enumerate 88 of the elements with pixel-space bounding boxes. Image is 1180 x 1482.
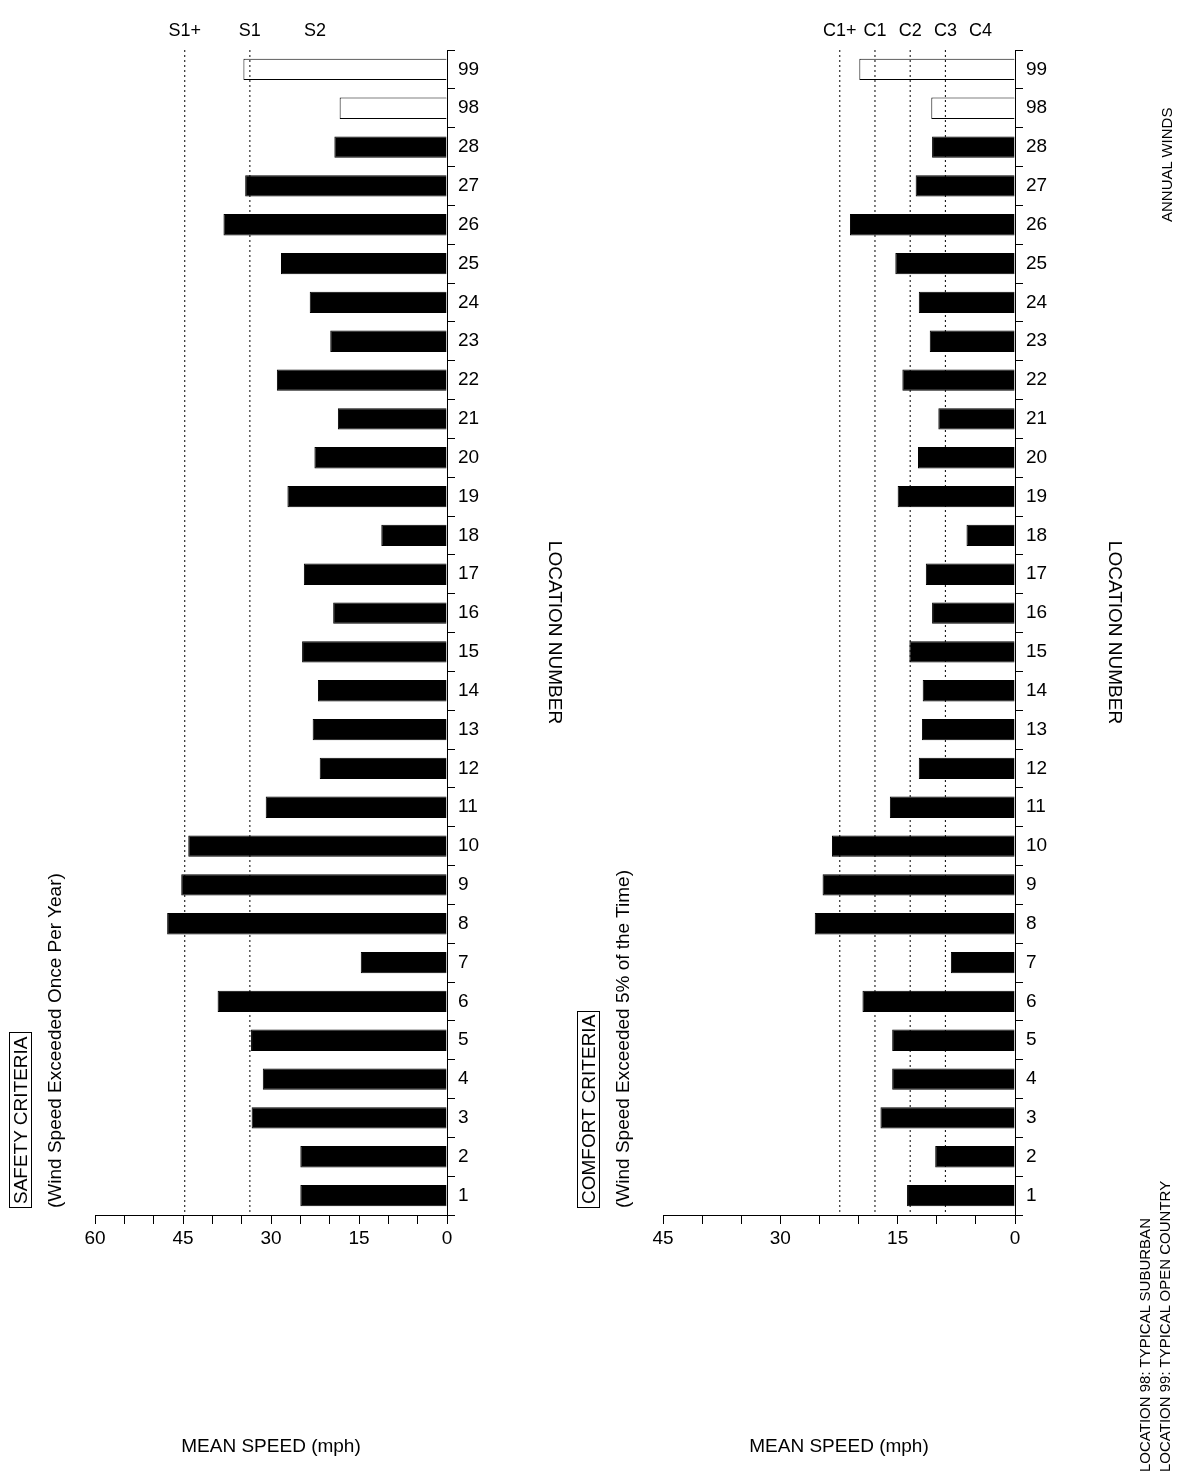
y-tick-label: 3 — [458, 1106, 469, 1128]
text: LOCATION 99: TYPICAL OPEN COUNTRY — [1156, 1180, 1174, 1472]
y-tick-label: 2 — [1026, 1144, 1037, 1166]
y-tick-label: 24 — [1026, 290, 1048, 312]
y-tick-label: 18 — [458, 523, 480, 545]
y-tick-label: 99 — [1026, 57, 1048, 79]
y-tick-label: 17 — [1026, 562, 1048, 584]
y-tick-label: 19 — [458, 484, 480, 506]
y-tick-label: 20 — [1026, 445, 1048, 467]
y-tick-label: 2 — [458, 1144, 469, 1166]
x-tick-label: 45 — [652, 1226, 674, 1248]
y-tick-label: 13 — [458, 717, 480, 739]
y-tick-label: 11 — [458, 795, 478, 817]
y-tick-label: 8 — [1026, 911, 1037, 933]
x-tick-label: 0 — [1009, 1226, 1021, 1248]
y-tick-label: 22 — [1026, 368, 1048, 390]
text: S2 — [303, 19, 327, 40]
y-tick-label: 98 — [458, 96, 480, 118]
y-tick-label: 15 — [458, 640, 480, 662]
y-tick-label: 12 — [458, 756, 480, 778]
ref-line-label: C2 — [898, 19, 922, 40]
y-tick-label: 20 — [458, 445, 480, 467]
y-tick-label: 14 — [458, 678, 480, 700]
y-tick-label: 24 — [458, 290, 480, 312]
y-tick-label: 9 — [1026, 873, 1037, 895]
y-tick-label: 18 — [1026, 523, 1048, 545]
y-tick-label: 27 — [458, 174, 480, 196]
y-tick-label: 4 — [458, 1067, 469, 1089]
y-tick-label: 7 — [1026, 950, 1037, 972]
y-tick-label: 23 — [458, 329, 480, 351]
y-tick-label: 10 — [458, 834, 480, 856]
y-axis-title: LOCATION NUMBER — [1105, 540, 1127, 725]
ref-line-label: C3 — [933, 19, 957, 40]
ref-line-label: S1 — [238, 19, 261, 40]
x-tick-label: 0 — [441, 1226, 453, 1248]
x-tick-label: 15 — [348, 1226, 370, 1248]
text: SAFETY CRITERIA — [9, 1032, 32, 1208]
y-tick-label: 21 — [1026, 407, 1048, 429]
y-tick-label: 26 — [1026, 212, 1048, 234]
y-tick-label: 15 — [1026, 640, 1048, 662]
y-tick-label: 5 — [458, 1028, 469, 1050]
y-tick-label: 9 — [458, 873, 469, 895]
y-tick-label: 16 — [458, 601, 480, 623]
y-tick-label: 19 — [1026, 484, 1048, 506]
y-axis-title: LOCATION NUMBER — [545, 540, 567, 725]
y-tick-label: 99 — [458, 57, 480, 79]
x-tick-label: 30 — [260, 1226, 282, 1248]
y-tick-label: 1 — [458, 1183, 469, 1205]
text: LOCATION 98: TYPICAL SUBURBAN — [1136, 1218, 1154, 1472]
y-tick-label: 6 — [1026, 989, 1037, 1011]
y-tick-label: 4 — [1026, 1067, 1037, 1089]
ref-line-label: C1+ — [823, 19, 857, 40]
y-tick-label: 13 — [1026, 717, 1048, 739]
x-tick-label: 45 — [172, 1226, 194, 1248]
x-tick-label: 30 — [769, 1226, 791, 1248]
y-tick-label: 28 — [458, 135, 480, 157]
y-tick-label: 16 — [1026, 601, 1048, 623]
x-tick-label: 15 — [887, 1226, 909, 1248]
y-tick-label: 6 — [458, 989, 469, 1011]
y-tick-label: 14 — [1026, 678, 1048, 700]
text: COMFORT CRITERIA — [577, 1010, 600, 1208]
y-tick-label: 7 — [458, 950, 469, 972]
y-tick-label: 3 — [1026, 1106, 1037, 1128]
y-tick-label: 17 — [458, 562, 480, 584]
x-tick-label: 60 — [84, 1226, 106, 1248]
y-tick-label: 11 — [1026, 795, 1046, 817]
ref-line-label: S1+ — [168, 19, 202, 40]
y-tick-label: 1 — [1026, 1183, 1037, 1205]
y-tick-label: 98 — [1026, 96, 1048, 118]
y-tick-label: 8 — [458, 911, 469, 933]
text: (Wind Speed Exceeded 5% of the Time) — [612, 870, 634, 1208]
y-tick-label: 22 — [458, 368, 480, 390]
y-tick-label: 5 — [1026, 1028, 1037, 1050]
y-tick-label: 25 — [1026, 251, 1048, 273]
text: (Wind Speed Exceeded Once Per Year) — [44, 873, 66, 1208]
x-axis-title: MEAN SPEED (mph) — [749, 1434, 929, 1456]
y-tick-label: 28 — [1026, 135, 1048, 157]
ref-line-label: C1 — [863, 19, 887, 40]
y-tick-label: 27 — [1026, 174, 1048, 196]
text: ANNUAL WINDS — [1158, 107, 1176, 222]
y-tick-label: 10 — [1026, 834, 1048, 856]
y-tick-label: 26 — [458, 212, 480, 234]
y-tick-label: 21 — [458, 407, 480, 429]
y-tick-label: 12 — [1026, 756, 1048, 778]
text: C4 — [969, 19, 993, 40]
y-tick-label: 25 — [458, 251, 480, 273]
y-tick-label: 23 — [1026, 329, 1048, 351]
x-axis-title: MEAN SPEED (mph) — [181, 1434, 361, 1456]
